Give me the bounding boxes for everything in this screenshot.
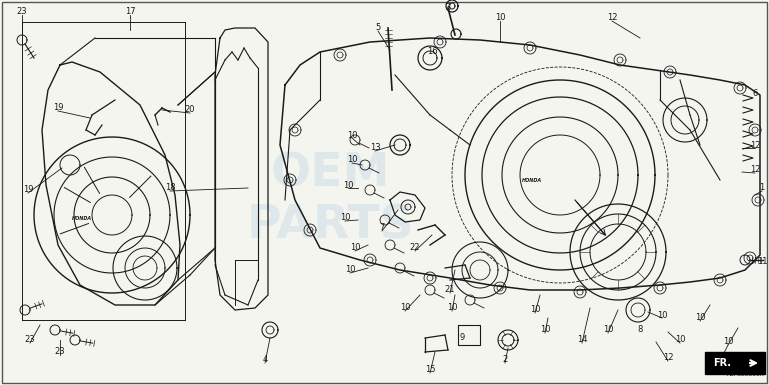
Text: 21: 21 (444, 286, 455, 295)
Text: FR.: FR. (713, 358, 731, 368)
Text: 10: 10 (674, 335, 685, 345)
Text: 5: 5 (375, 23, 381, 32)
Text: 14: 14 (577, 335, 588, 345)
Text: 12: 12 (663, 353, 673, 363)
Text: HONDA: HONDA (522, 177, 542, 182)
Text: 10: 10 (447, 303, 458, 313)
Text: 10: 10 (347, 131, 358, 139)
Text: 15: 15 (424, 365, 435, 375)
Text: 10: 10 (530, 306, 541, 315)
Text: 8: 8 (638, 325, 643, 335)
Text: 10: 10 (603, 325, 613, 335)
Text: 17: 17 (125, 7, 135, 17)
Text: 10: 10 (694, 313, 705, 323)
Text: 10: 10 (400, 303, 410, 313)
Text: 1: 1 (759, 184, 764, 192)
Text: 13: 13 (370, 144, 381, 152)
Text: 19: 19 (53, 104, 63, 112)
Text: 11: 11 (757, 258, 767, 266)
Text: 20: 20 (185, 105, 195, 114)
Text: 18: 18 (165, 184, 175, 192)
Bar (705, 352, 765, 374)
Text: 6: 6 (752, 89, 757, 97)
Text: HONDA: HONDA (72, 216, 92, 221)
Text: 23: 23 (25, 335, 35, 345)
Text: 23: 23 (17, 7, 28, 17)
Text: 19: 19 (23, 186, 33, 194)
Text: 7: 7 (379, 224, 384, 233)
Text: 10: 10 (350, 243, 360, 253)
Text: 10: 10 (343, 181, 353, 189)
Text: OEM
PARTS: OEM PARTS (247, 152, 414, 249)
Text: 10: 10 (340, 214, 350, 223)
Text: 12: 12 (750, 166, 761, 174)
Text: 10: 10 (494, 13, 505, 22)
Text: 10: 10 (540, 325, 551, 335)
Text: MGP3E0600A: MGP3E0600A (727, 372, 764, 377)
Text: 10: 10 (723, 338, 734, 346)
Text: 3: 3 (445, 3, 451, 12)
Text: 23: 23 (55, 348, 65, 357)
Text: 2: 2 (502, 355, 508, 365)
Text: 16: 16 (427, 47, 438, 57)
Text: 10: 10 (347, 156, 358, 164)
Text: 9: 9 (459, 333, 464, 343)
Text: 12: 12 (607, 13, 618, 22)
Text: 12: 12 (750, 141, 761, 149)
Text: 10: 10 (345, 266, 355, 275)
Text: 22: 22 (410, 243, 420, 253)
Text: 4: 4 (262, 355, 268, 365)
Text: 10: 10 (714, 353, 725, 363)
Text: 10: 10 (657, 310, 667, 320)
